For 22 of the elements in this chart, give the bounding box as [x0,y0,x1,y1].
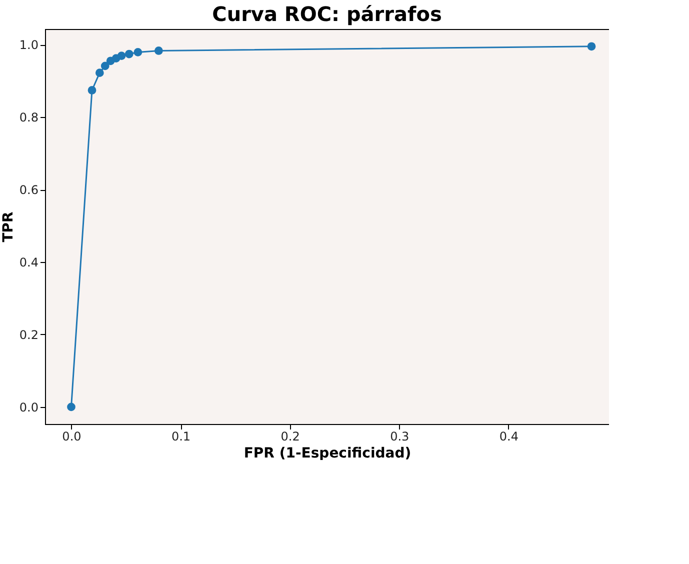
point [117,52,126,60]
point [134,48,142,56]
x-tick-label: 0.4 [499,430,518,444]
y-tick-label: 0.2 [19,328,38,342]
point [100,62,110,70]
y-tick-label: 0.8 [19,110,38,125]
x-tick-label: 0.1 [171,430,191,444]
point [88,86,96,94]
y-tick-label: 1.0 [19,38,38,52]
y-axis-title: TPR [0,211,16,242]
x-tick-label: 0.0 [62,430,82,444]
point [154,46,163,55]
point [95,68,104,78]
point [124,50,134,58]
y-tick-label: 0.4 [19,256,38,270]
y-tick-label: 0.0 [19,400,38,414]
x-tick-label: 0.2 [280,430,300,444]
chart-title: Curva ROC: párrafos [212,2,442,26]
x-tick-label: 0.3 [390,430,410,444]
point [587,42,596,51]
point [67,402,76,412]
y-tick-label: 0.6 [19,183,38,198]
